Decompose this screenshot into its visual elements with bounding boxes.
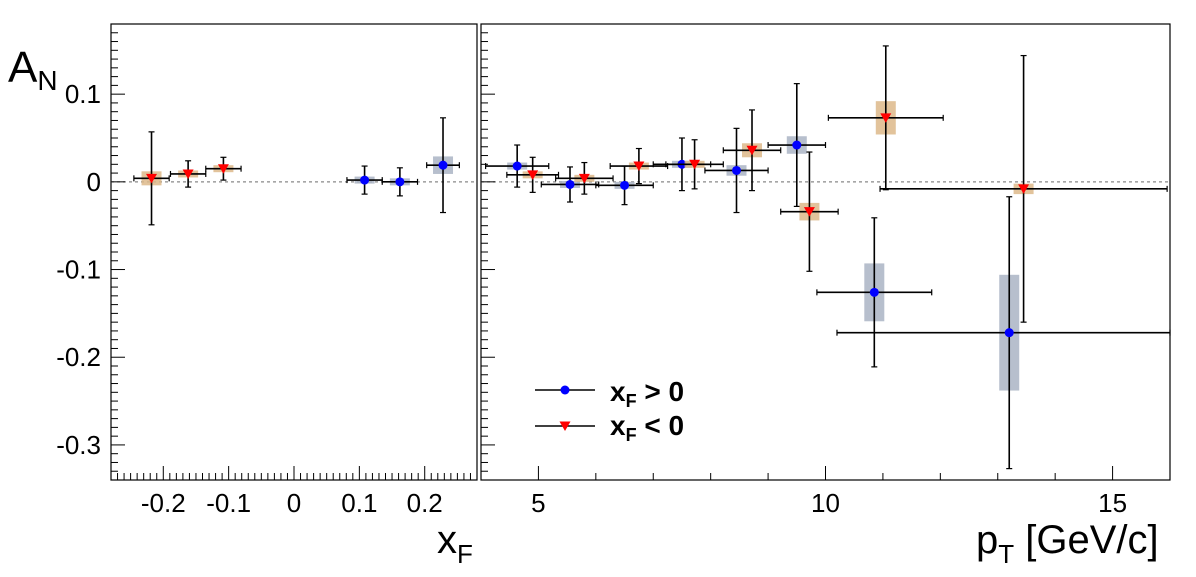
neg-point-1-6-marker — [880, 113, 892, 123]
legend-label-neg: xF < 0 — [610, 410, 684, 445]
y-axis-title: AN — [8, 43, 58, 96]
pos-point-1-1-marker — [565, 179, 575, 189]
legend-marker-pos — [560, 385, 570, 395]
points-layer — [133, 45, 1171, 470]
left-panel-frame — [110, 23, 478, 481]
x-tick-label: -0.1 — [206, 488, 251, 518]
neg-point-0-1-marker — [182, 169, 194, 179]
x-tick-label: 0 — [287, 488, 301, 518]
y-tick-label: -0.1 — [56, 255, 101, 285]
neg-point-1-7-marker — [1018, 184, 1030, 194]
neg-point-1-1-marker — [578, 173, 590, 184]
pos-point-1-0-marker — [512, 161, 522, 171]
pos-point-1-7-marker — [1004, 328, 1014, 338]
y-tick-label: 0 — [87, 167, 101, 197]
pos-point-1-6-marker — [869, 287, 879, 297]
legend-label-pos: xF > 0 — [610, 376, 684, 411]
neg-point-1-5-marker — [803, 207, 815, 217]
x-axis-title-left: xF — [437, 518, 473, 569]
x-tick-label: 10 — [811, 488, 840, 518]
pos-point-0-1-marker — [395, 177, 405, 187]
pos-point-0-2-marker — [438, 160, 448, 170]
neg-point-0-2-marker — [217, 164, 229, 174]
x-tick-label: -0.2 — [141, 488, 186, 518]
neg-point-1-3-marker — [689, 159, 701, 170]
pos-point-1-4-marker — [732, 165, 742, 175]
pos-point-1-5-marker — [792, 140, 802, 150]
x-axis-title-right: pT [GeV/c] — [976, 518, 1159, 569]
x-tick-label: 0.1 — [341, 488, 377, 518]
neg-point-1-4-marker — [746, 145, 758, 156]
y-tick-label: 0.1 — [65, 79, 101, 109]
neg-point-1-2-marker — [633, 161, 645, 172]
axes-layer: 0.1 0 -0.1 -0.2 -0.3 -0.2 -0.1 0 0.1 0.2 5 10 15 — [56, 23, 1171, 518]
y-tick-label: -0.2 — [56, 342, 101, 372]
legend: xF > 0 xF < 0 — [535, 376, 684, 445]
x-tick-label: 0.2 — [407, 488, 443, 518]
y-tick-label: -0.3 — [56, 430, 101, 460]
pos-point-1-2-marker — [620, 180, 630, 190]
x-tick-label: 5 — [531, 488, 545, 518]
neg-point-0-0-marker — [146, 173, 158, 184]
x-tick-label: 15 — [1098, 488, 1127, 518]
pos-point-0-0-marker — [360, 175, 370, 185]
legend-marker-neg — [559, 421, 571, 431]
right-panel-frame — [480, 23, 1171, 481]
neg-point-1-0-marker — [527, 170, 539, 180]
